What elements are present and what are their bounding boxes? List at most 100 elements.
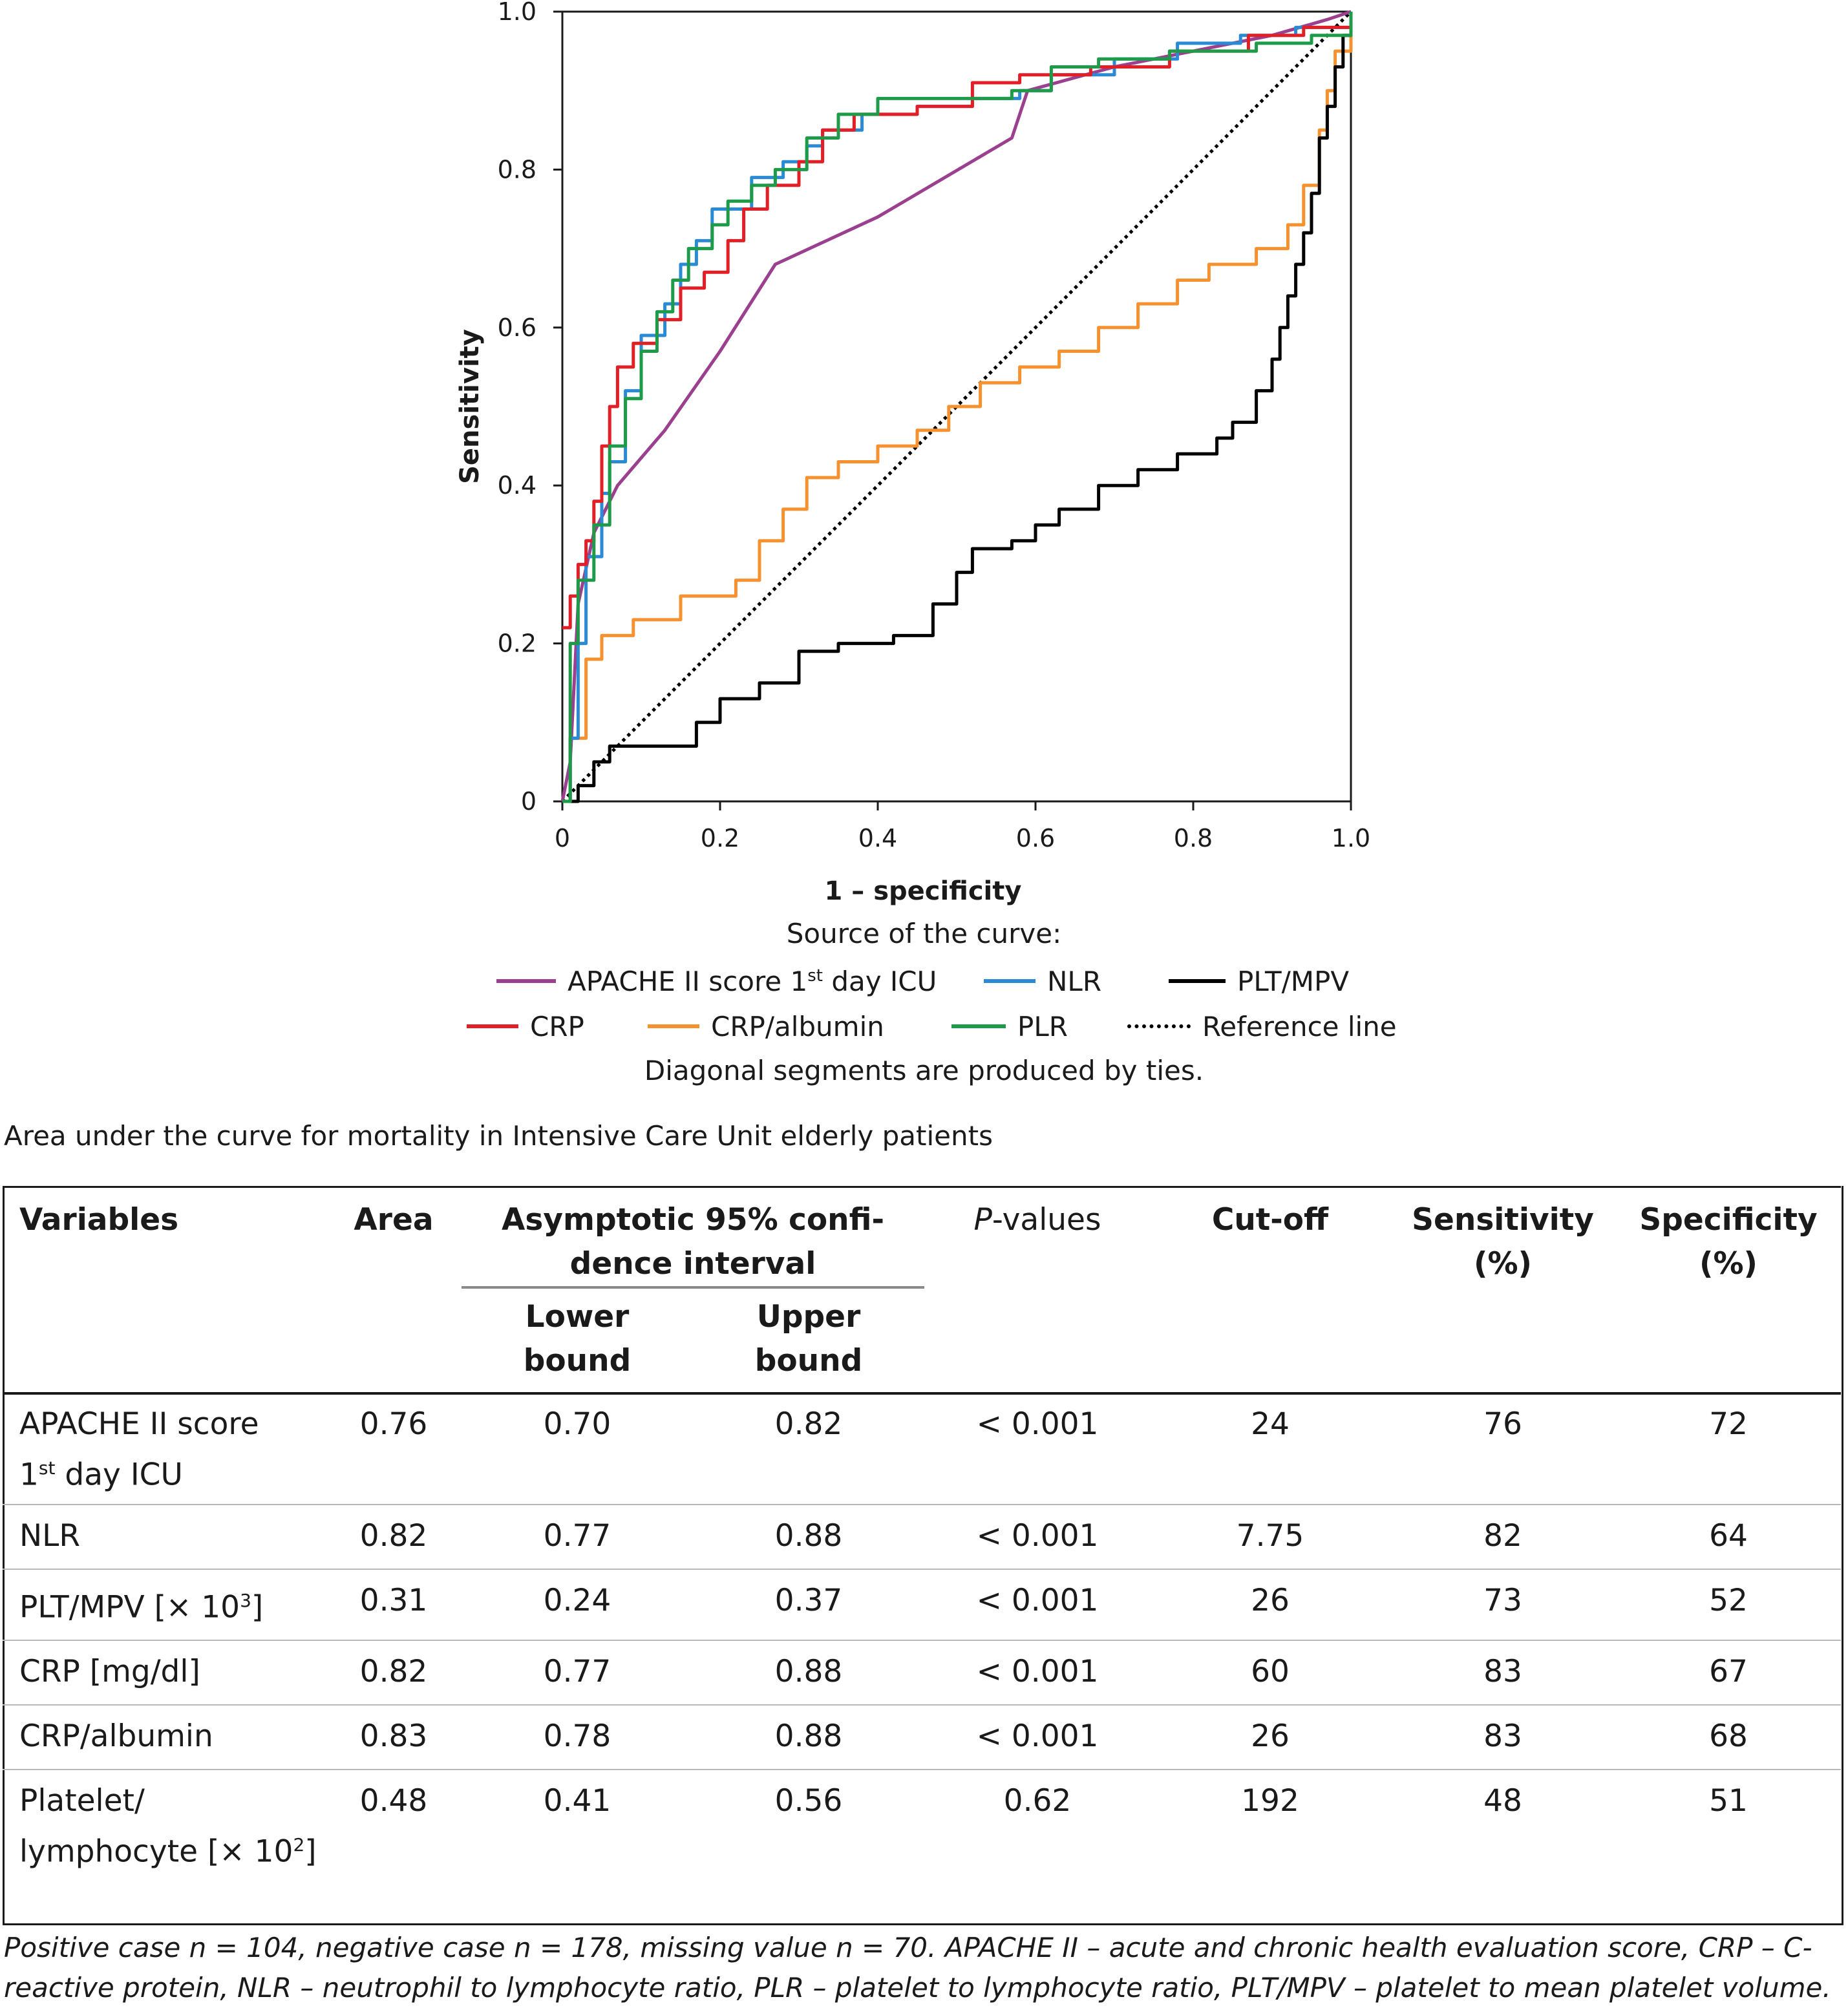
cell-area: 0.76 xyxy=(326,1393,462,1505)
cell-sensitivity: 73 xyxy=(1390,1569,1616,1642)
cell-upper: 0.88 xyxy=(693,1504,924,1570)
cell-area: 0.48 xyxy=(359,1783,428,1819)
table-row: PLT/MPV [× 103] 0.31 0.24 0.37 < 0.001 2… xyxy=(3,1569,1841,1642)
x-axis-title: 1 – specificity xyxy=(825,876,1022,906)
legend-item-crp: CRP xyxy=(467,1007,584,1046)
y-tick-label: 1.0 xyxy=(498,0,536,26)
legend-swatch-crpalb xyxy=(648,1024,699,1028)
cell-cutoff: 7.75 xyxy=(1151,1504,1390,1570)
cell-cutoff: 192 xyxy=(1241,1783,1299,1819)
curve-crp xyxy=(562,12,1353,629)
cell-lower: 0.77 xyxy=(462,1640,693,1706)
x-tick-label: 0 xyxy=(555,824,570,852)
cell-upper: 0.37 xyxy=(693,1569,924,1642)
legend-item-pltmpv: PLT/MPV xyxy=(1169,962,1349,1000)
x-tick-label: 0.8 xyxy=(1174,824,1213,852)
header-row-1: Variables Area Asymptotic 95% confi- den… xyxy=(3,1186,1841,1392)
curve-plr xyxy=(562,12,1353,803)
table-frame-right xyxy=(1842,1186,1843,1925)
legend-note: Diagonal segments are produced by ties. xyxy=(644,1055,1204,1086)
legend-label-crp: CRP xyxy=(530,1010,584,1042)
y-tick-label: 0.4 xyxy=(498,471,536,500)
cell-sensitivity: 83 xyxy=(1390,1705,1616,1771)
legend-item-plr: PLR xyxy=(951,1007,1068,1046)
cell-upper: 0.82 xyxy=(693,1393,924,1505)
y-tick-label: 0 xyxy=(521,787,536,816)
cell-area: 0.83 xyxy=(326,1705,462,1771)
x-tick-label: 1.0 xyxy=(1332,824,1370,852)
cell-variable: APACHE II score 1st day ICU xyxy=(3,1393,326,1505)
cell-specificity: 64 xyxy=(1616,1504,1841,1570)
legend-row-2: CRP CRP/albumin PLR Reference line xyxy=(0,1007,1848,1046)
header-area: Area xyxy=(326,1186,462,1392)
chart-axes xyxy=(561,10,1352,803)
cell-upper: 0.88 xyxy=(693,1705,924,1771)
curve-nlr xyxy=(562,12,1353,803)
roc-chart: 0 0.2 0.4 0.6 0.8 1.0 0 0.2 0.4 0.6 0.8 1.0 Sensiti… xyxy=(455,0,1371,906)
header-ci-line2: dence interval xyxy=(569,1246,816,1282)
curve-reference-line xyxy=(561,10,1352,803)
cell-sensitivity: 82 xyxy=(1390,1504,1616,1570)
roc-curves xyxy=(560,10,1353,803)
legend-label-crpalb: CRP/albumin xyxy=(711,1010,884,1042)
cell-p: < 0.001 xyxy=(924,1705,1151,1771)
legend-item-crpalb: CRP/albumin xyxy=(648,1007,884,1046)
table-frame-bottom xyxy=(3,1923,1843,1925)
cell-specificity: 68 xyxy=(1616,1705,1841,1771)
x-tick-label: 0.4 xyxy=(858,824,897,852)
cell-upper: 0.56 xyxy=(774,1783,843,1819)
cell-lower: 0.78 xyxy=(462,1705,693,1771)
cell-variable: CRP [mg/dl] xyxy=(3,1640,326,1706)
header-row-2: Lower bound Upper bound xyxy=(3,1286,1841,1392)
cell-specificity: 72 xyxy=(1616,1393,1841,1505)
header-lower-bound: Lower bound xyxy=(462,1286,693,1392)
legend-swatch-reference xyxy=(1127,1024,1191,1028)
table-row: NLR 0.82 0.77 0.88 < 0.001 7.75 82 64 xyxy=(3,1504,1841,1570)
cell-p: < 0.001 xyxy=(924,1640,1151,1706)
cell-variable: PLT/MPV [× 103] xyxy=(3,1569,326,1642)
curve-crp-albumin xyxy=(562,12,1353,803)
cell-upper: 0.88 xyxy=(693,1640,924,1706)
table-title: Area under the curve for mortality in In… xyxy=(4,1120,993,1152)
cell-lower: 0.41 xyxy=(543,1783,611,1819)
legend-label-reference: Reference line xyxy=(1202,1010,1397,1042)
cell-area: 0.82 xyxy=(326,1640,462,1706)
table-row: APACHE II score 1st day ICU 0.76 0.70 0.… xyxy=(3,1393,1841,1505)
cell-cutoff: 60 xyxy=(1151,1640,1390,1706)
y-tick-label: 0.8 xyxy=(498,155,536,184)
x-tick-label: 0.6 xyxy=(1016,824,1055,852)
header-upper-bound: Upper bound xyxy=(693,1286,924,1392)
legend-item-nlr: NLR xyxy=(984,962,1101,1000)
cell-p: < 0.001 xyxy=(924,1393,1151,1505)
cell-area: 0.31 xyxy=(326,1569,462,1642)
legend-swatch-crp xyxy=(467,1024,518,1028)
cell-lower: 0.70 xyxy=(462,1393,693,1505)
header-specificity: Specificity (%) xyxy=(1616,1186,1841,1392)
table-row: CRP [mg/dl] 0.82 0.77 0.88 < 0.001 60 83… xyxy=(3,1640,1841,1706)
legend-label-plr: PLR xyxy=(1017,1010,1068,1042)
cell-variable: CRP/albumin xyxy=(3,1705,326,1771)
legend-swatch-plr xyxy=(951,1024,1006,1028)
cell-p: < 0.001 xyxy=(924,1504,1151,1570)
header-p-values: P-values xyxy=(924,1186,1151,1392)
legend-label-pltmpv: PLT/MPV xyxy=(1237,965,1350,997)
cell-sensitivity: 76 xyxy=(1390,1393,1616,1505)
axis-ticks: 0 0.2 0.4 0.6 0.8 1.0 0 0.2 0.4 0.6 0.8 1.0 xyxy=(498,0,1371,852)
header-sensitivity: Sensitivity (%) xyxy=(1390,1186,1616,1392)
cell-cutoff: 26 xyxy=(1151,1705,1390,1771)
cell-cutoff: 26 xyxy=(1151,1569,1390,1642)
cell-specificity: 52 xyxy=(1616,1569,1841,1642)
legend-title: Source of the curve: xyxy=(786,918,1062,949)
legend-item-reference: Reference line xyxy=(1127,1007,1397,1046)
cell-specificity: 67 xyxy=(1616,1640,1841,1706)
table-footnote: Positive case n = 104, negative case n =… xyxy=(4,1932,1831,2003)
cell-lower: 0.24 xyxy=(462,1569,693,1642)
cell-variable: Platelet/ lymphocyte [× 102] xyxy=(19,1783,317,1870)
legend-row-1: APACHE II score 1st day ICU NLR PLT/MPV xyxy=(0,962,1848,1000)
auc-table: Variables Area Asymptotic 95% confi- den… xyxy=(3,1186,1841,1874)
cell-cutoff: 24 xyxy=(1151,1393,1390,1505)
curve-plt-mpv xyxy=(562,12,1353,803)
table-row: CRP/albumin 0.83 0.78 0.88 < 0.001 26 83… xyxy=(3,1705,1841,1771)
header-variables: Variables xyxy=(3,1186,326,1392)
legend-label-apache: APACHE II score 1st day ICU xyxy=(568,965,937,997)
